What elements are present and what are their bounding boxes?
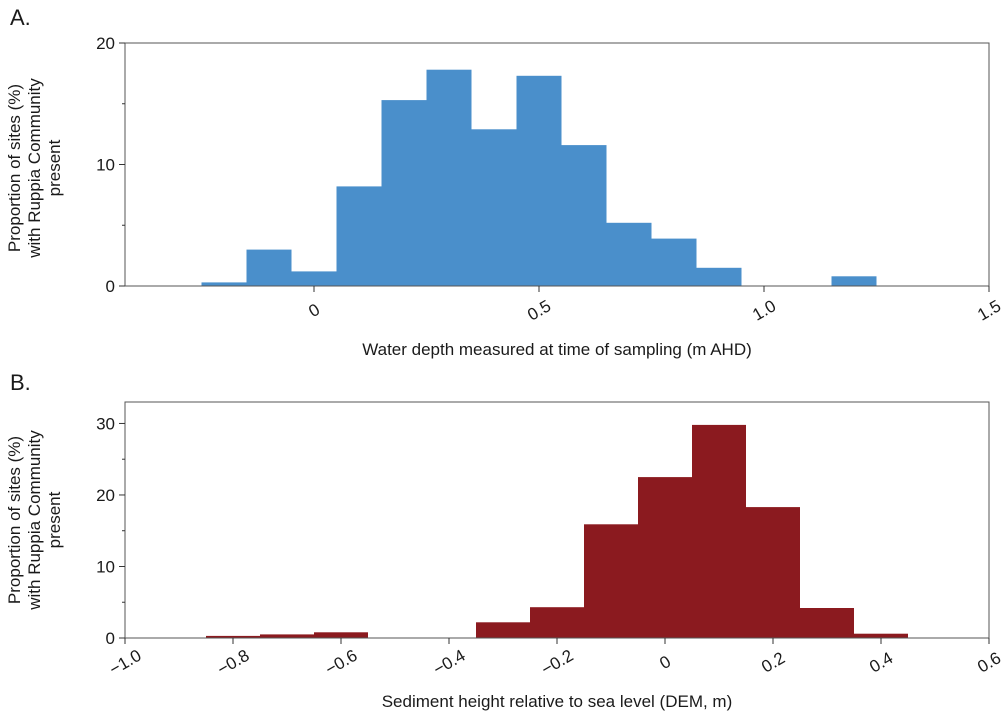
panel-b-histogram-bar — [314, 632, 368, 638]
panel-a: A. Proportion of sites (%) with Ruppia C… — [5, 5, 1001, 359]
panel-b-x-tick-label: 0 — [656, 652, 674, 673]
panel-a-bars — [201, 69, 877, 286]
panel-a-x-tick-label: 1.5 — [974, 296, 1001, 324]
panel-a-y-tick-label: 10 — [96, 156, 115, 175]
panel-a-histogram-bar — [561, 145, 607, 286]
panel-b: B. Proportion of sites (%) with Ruppia C… — [5, 370, 1001, 711]
panel-b-histogram-bar — [854, 633, 908, 638]
panel-a-histogram-bar — [696, 267, 742, 286]
panel-b-x-tick-label: 0.4 — [866, 648, 896, 676]
panel-a-histogram-bar — [336, 186, 382, 286]
panel-b-x-tick-label: 0.6 — [974, 648, 1001, 676]
panel-a-x-tick-label: 1.0 — [749, 296, 779, 324]
panel-b-x-tick-label: −0.4 — [430, 646, 469, 679]
panel-a-histogram-bar — [291, 271, 337, 286]
panel-a-x-tick-label: 0.5 — [524, 296, 554, 324]
panel-a-x-ticks: 0 0.5 1.0 1.5 — [305, 286, 1001, 325]
panel-a-y-title-line-2: with Ruppia Community — [25, 78, 44, 259]
panel-b-label: B. — [10, 370, 31, 395]
panel-a-histogram-bar — [246, 249, 292, 286]
panel-b-y-tick-label: 0 — [106, 629, 115, 648]
panel-a-histogram-bar — [651, 238, 697, 286]
panel-b-x-ticks: −1.0 −0.8 −0.6 −0.4 −0.2 0 0.2 0.4 0.6 — [106, 638, 1001, 679]
panel-a-y-ticks: 0 10 20 — [96, 34, 125, 296]
panel-b-x-tick-label: −1.0 — [106, 646, 145, 679]
panel-a-y-title-line-1: Proportion of sites (%) — [5, 84, 24, 252]
panel-b-histogram-bar — [476, 622, 530, 638]
panel-b-y-title-line-1: Proportion of sites (%) — [5, 436, 24, 604]
panel-a-histogram-bar — [831, 276, 877, 286]
panel-a-y-title-line-3: present — [45, 139, 64, 196]
panel-a-histogram-bar — [381, 100, 427, 286]
panel-b-histogram-bar — [260, 634, 314, 638]
panel-b-plot-frame — [124, 401, 990, 639]
panel-a-histogram-bar — [201, 282, 247, 286]
panel-b-x-axis-title: Sediment height relative to sea level (D… — [382, 692, 733, 711]
panel-b-y-ticks: 0 10 20 30 — [96, 414, 125, 648]
panel-b-histogram-bar — [206, 635, 260, 638]
panel-a-histogram-bar — [606, 222, 652, 286]
panel-b-x-tick-label: −0.8 — [214, 646, 253, 679]
panel-a-histogram-bar — [516, 75, 562, 286]
panel-a-y-axis-title: Proportion of sites (%) with Ruppia Comm… — [5, 78, 64, 259]
panel-b-x-tick-label: −0.6 — [322, 646, 361, 679]
panel-b-histogram-bar — [638, 477, 692, 638]
panel-a-histogram-bar — [471, 129, 517, 286]
panel-a-x-axis-title: Water depth measured at time of sampling… — [362, 340, 752, 359]
panel-b-histogram-bar — [692, 424, 746, 638]
panel-a-x-tick-label: 0 — [305, 300, 323, 321]
panel-b-y-tick-label: 30 — [96, 414, 115, 433]
panel-b-histogram-bar — [746, 507, 800, 638]
panel-b-y-tick-label: 10 — [96, 557, 115, 576]
panel-b-x-tick-label: 0.2 — [758, 648, 788, 676]
panel-a-y-tick-label: 20 — [96, 34, 115, 53]
panel-b-y-title-line-3: present — [45, 491, 64, 548]
panel-b-y-axis-title: Proportion of sites (%) with Ruppia Comm… — [5, 430, 64, 611]
panel-b-histogram-bar — [530, 607, 584, 638]
panel-b-y-tick-label: 20 — [96, 486, 115, 505]
panel-b-x-tick-label: −0.2 — [538, 646, 577, 679]
panel-b-bars — [206, 424, 908, 638]
panel-b-histogram-bar — [800, 608, 854, 638]
panel-b-histogram-bar — [584, 524, 638, 638]
panel-a-y-tick-label: 0 — [106, 277, 115, 296]
panel-a-label: A. — [10, 5, 31, 30]
panel-b-y-title-line-2: with Ruppia Community — [25, 430, 44, 611]
panel-a-histogram-bar — [426, 69, 472, 286]
